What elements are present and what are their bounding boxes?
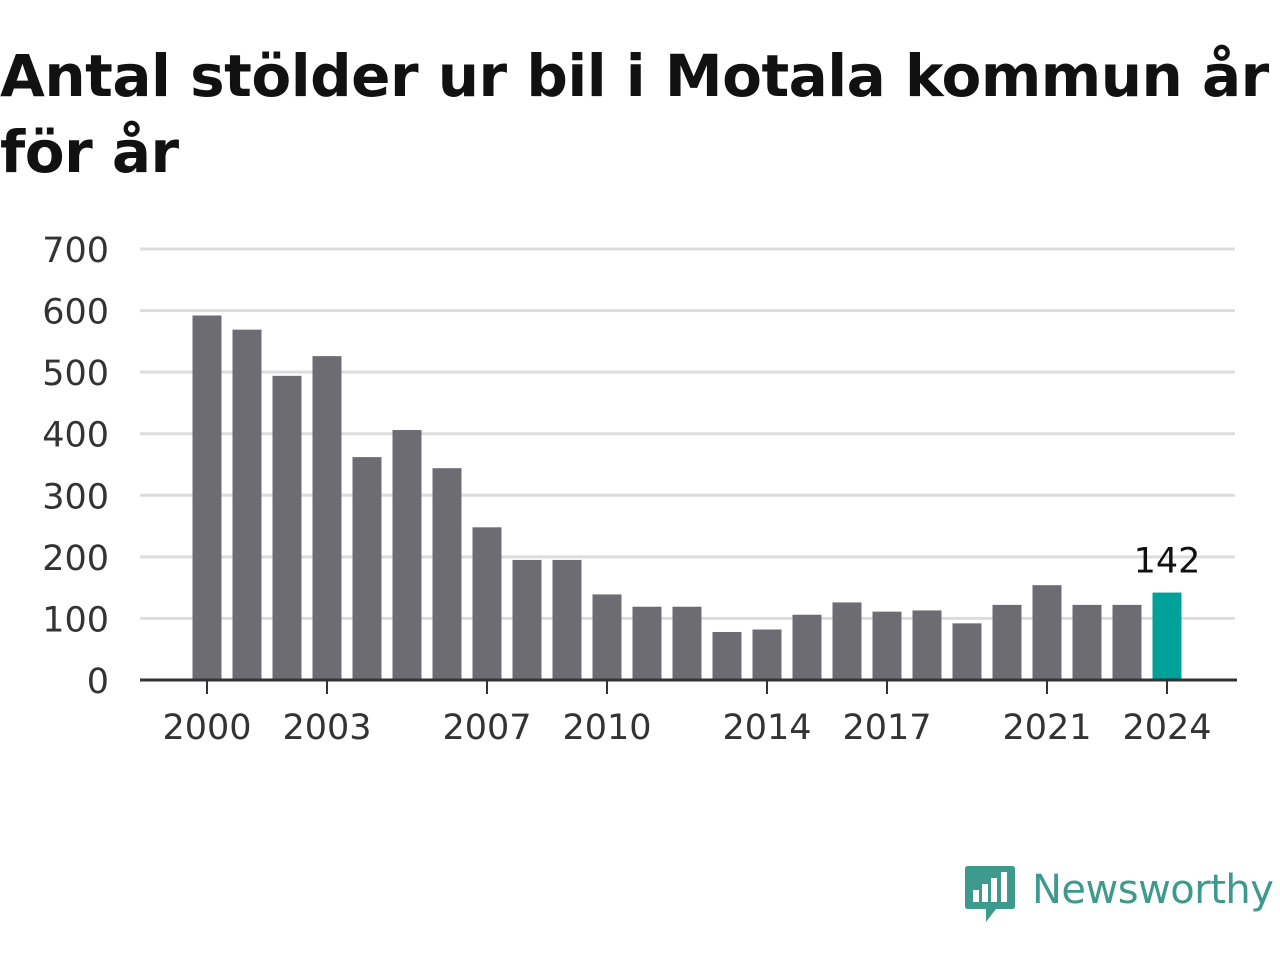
bar-2013 [712,631,742,680]
brand-name: Newsworthy [1032,867,1274,913]
bar-2018 [912,610,942,680]
bar-2023 [1112,604,1142,680]
chart-title: Antal stölder ur bil i Motala kommun år … [0,42,1269,186]
bars [192,315,1182,680]
y-tick-label: 300 [42,477,109,517]
y-tick-label: 0 [87,662,109,702]
newsworthy-logo-icon [965,866,1015,922]
gridlines [140,247,1235,620]
bar-2019 [952,623,982,680]
data-labels: 142 [1134,542,1201,582]
y-axis-tick-labels: 0 100 200 300 400 500 600 700 [42,231,109,702]
bar-2020 [992,604,1022,680]
bar-2002 [272,375,302,680]
bar-2012 [672,606,702,680]
bar-2011 [632,606,662,680]
bar-2022 [1072,604,1102,680]
x-tick-label: 2021 [1002,708,1091,748]
x-tick-label: 2007 [442,708,531,748]
x-axis [140,678,1237,694]
bar-2004 [352,457,382,680]
x-tick-label: 2010 [562,708,651,748]
bar-2016 [832,602,862,680]
bar-2005 [392,430,422,680]
x-tick-label: 2017 [842,708,931,748]
x-tick-label: 2003 [282,708,371,748]
y-tick-label: 400 [42,416,109,456]
x-tick-label: 2024 [1122,708,1211,748]
bar-2014 [752,629,782,680]
bar-2001 [232,329,262,680]
bar-2009 [552,559,582,680]
bar-2007 [472,527,502,680]
bar-2003 [312,356,342,680]
y-tick-label: 500 [42,354,109,394]
x-tick-label: 2014 [722,708,811,748]
y-tick-label: 200 [42,539,109,579]
x-axis-tick-labels: 2000 2003 2007 2010 2014 2017 2021 2024 [162,708,1211,748]
bar-2000 [192,315,222,680]
bar-2006 [432,468,462,680]
x-tick-label: 2000 [162,708,251,748]
bar-2024 [1152,592,1182,680]
bar-2021 [1032,585,1062,680]
y-tick-label: 700 [42,231,109,271]
bar-2015 [792,614,822,680]
y-tick-label: 100 [42,600,109,640]
bar-2017 [872,611,902,680]
bar-2008 [512,559,542,680]
data-label-2024: 142 [1134,542,1201,582]
bar-2010 [592,594,622,680]
brand-logo: Newsworthy [964,864,1274,928]
y-tick-label: 600 [42,293,109,333]
